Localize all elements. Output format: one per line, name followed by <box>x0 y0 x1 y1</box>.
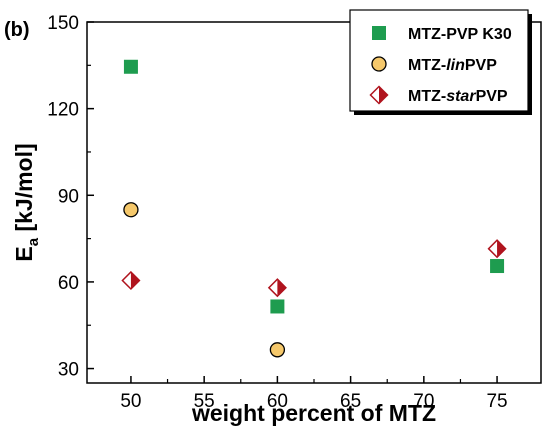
y-axis-label-main: E <box>11 246 37 261</box>
data-point <box>267 278 287 298</box>
x-tick-label: 75 <box>486 391 507 412</box>
data-point <box>121 270 141 291</box>
y-axis-ticks: 30 60 90 120 150 <box>47 13 94 381</box>
data-point <box>269 342 286 358</box>
x-tick-label: 50 <box>120 391 141 412</box>
y-axis-label-subscript: a <box>25 237 42 246</box>
legend-marker <box>369 85 389 105</box>
legend: MTZ-PVP K30 MTZ-linPVP MTZ-starPVP <box>349 9 532 115</box>
panel-label: (b) <box>4 19 30 41</box>
y-tick-label: 60 <box>58 273 79 294</box>
legend-entry-label: MTZ-linPVP <box>408 57 497 74</box>
x-axis-label: weight percent of MTZ <box>191 400 436 426</box>
legend-entry-label: MTZ-starPVP <box>408 88 508 105</box>
y-tick-label: 120 <box>47 100 79 121</box>
series-1 <box>123 59 505 314</box>
legend-items: MTZ-PVP K30 MTZ-linPVP MTZ-starPVP <box>369 26 512 105</box>
legend-marker <box>372 26 386 40</box>
y-axis-label: Ea [kJ/mol] <box>11 143 42 261</box>
series-3 <box>121 239 507 298</box>
data-point <box>123 59 138 74</box>
data-point <box>490 259 505 274</box>
y-axis-label-unit: [kJ/mol] <box>11 143 37 238</box>
x-tick-label: 55 <box>194 391 215 412</box>
data-point <box>123 202 139 218</box>
legend-entry-label: MTZ-PVP K30 <box>408 26 512 43</box>
x-tick-label: 70 <box>413 391 434 412</box>
y-tick-label: 90 <box>58 186 79 207</box>
x-tick-label: 60 <box>267 391 288 412</box>
legend-marker <box>371 56 387 72</box>
x-axis-ticks: 50 55 60 65 70 75 <box>120 376 508 412</box>
data-point <box>487 239 507 259</box>
data-point <box>270 299 285 314</box>
x-tick-label: 65 <box>340 391 361 412</box>
y-tick-label: 30 <box>58 360 79 381</box>
data-points <box>121 59 507 358</box>
y-tick-label: 150 <box>47 13 79 34</box>
series-2 <box>123 202 286 358</box>
